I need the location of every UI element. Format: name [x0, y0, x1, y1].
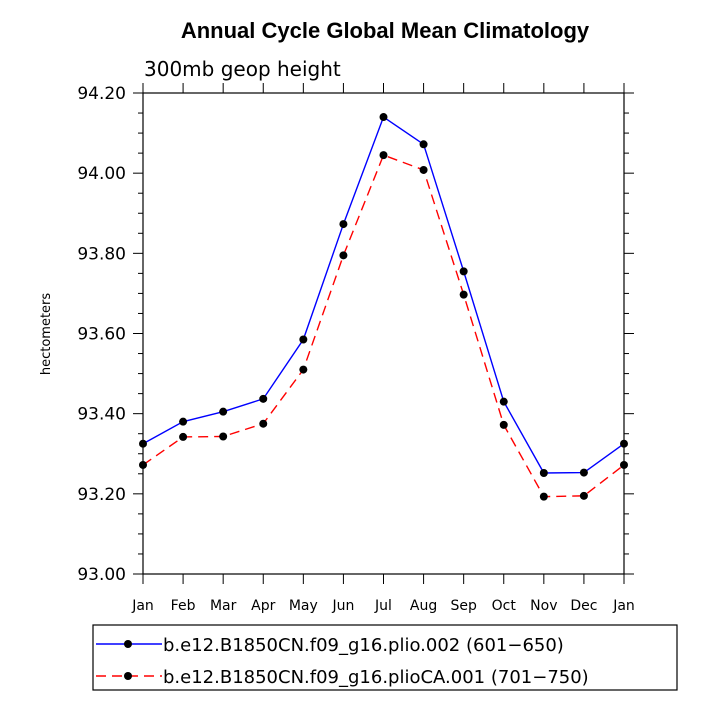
series-2-point	[499, 420, 508, 429]
legend-marker-1	[124, 640, 132, 648]
y-tick-label: 93.60	[77, 325, 126, 345]
y-tick-label: 93.20	[77, 485, 126, 505]
series-2-point	[459, 290, 468, 299]
legend-marker-2	[124, 672, 132, 680]
y-axis-label: hectometers	[39, 293, 54, 376]
x-tick-label: Dec	[570, 598, 597, 614]
series-2-point	[579, 491, 588, 500]
series-2-point	[419, 165, 428, 174]
legend-label-2: b.e12.B1850CN.f09_g16.plioCA.001 (701−75…	[163, 667, 589, 688]
x-tick-label: Jan	[131, 598, 154, 614]
x-tick-label: Mar	[210, 598, 237, 614]
series-2-point	[139, 460, 147, 469]
y-tick-label: 94.00	[77, 164, 126, 184]
y-tick-label: 94.20	[77, 84, 126, 104]
y-tick-label: 93.00	[77, 565, 126, 585]
series-1-point	[219, 407, 228, 416]
series-1-point	[139, 439, 147, 448]
series-line-2	[142, 154, 625, 498]
series-1-point	[259, 394, 268, 403]
series-lines	[142, 115, 625, 498]
x-tick-label: Sep	[450, 598, 477, 614]
y-tick-labels: 93.00 93.20 93.40 93.60 93.80 94.00 94.20	[77, 84, 126, 585]
chart-title: Annual Cycle Global Mean Climatology	[181, 18, 590, 43]
x-tick-labels: Jan Feb Mar Apr May Jun Jul Aug Sep Oct Nov Dec Jan	[131, 598, 635, 614]
series-1-point	[379, 113, 388, 122]
series-1-point	[339, 220, 348, 229]
series-1-point	[299, 335, 308, 344]
series-2-point	[539, 492, 548, 501]
x-tick-label: Feb	[171, 598, 196, 614]
series-1-point	[419, 140, 428, 149]
legend-label-1: b.e12.B1850CN.f09_g16.plio.002 (601−650)	[163, 635, 564, 656]
series-points	[139, 113, 628, 501]
x-tick-label: Jun	[331, 598, 354, 614]
series-2-point	[379, 151, 388, 160]
x-tick-label: Jul	[374, 598, 392, 614]
series-2-point	[219, 432, 228, 441]
series-2-point	[339, 251, 348, 260]
plot-frame	[142, 92, 625, 575]
series-1-point	[620, 439, 628, 448]
series-1-point	[499, 397, 508, 406]
x-tick-label: May	[289, 598, 318, 614]
series-2-point	[259, 419, 268, 428]
legend-box	[92, 624, 678, 691]
series-1-point	[539, 468, 548, 477]
series-2-point	[620, 460, 628, 469]
x-tick-label: Aug	[410, 598, 437, 614]
axis-ticks	[133, 83, 634, 584]
legend: b.e12.B1850CN.f09_g16.plio.002 (601−650)…	[92, 624, 678, 691]
series-1-point	[579, 468, 588, 477]
y-tick-label: 93.80	[77, 244, 126, 264]
series-2-point	[179, 432, 188, 441]
x-tick-label: Jan	[612, 598, 635, 614]
x-tick-label: Nov	[530, 598, 557, 614]
series-line-1	[142, 115, 625, 474]
chart-subtitle: 300mb geop height	[144, 57, 341, 81]
series-1-point	[179, 417, 188, 426]
series-1-point	[459, 267, 468, 276]
x-tick-label: Oct	[492, 598, 517, 614]
series-2-point	[299, 365, 308, 374]
y-tick-label: 93.40	[77, 405, 126, 425]
x-tick-label: Apr	[251, 598, 275, 614]
